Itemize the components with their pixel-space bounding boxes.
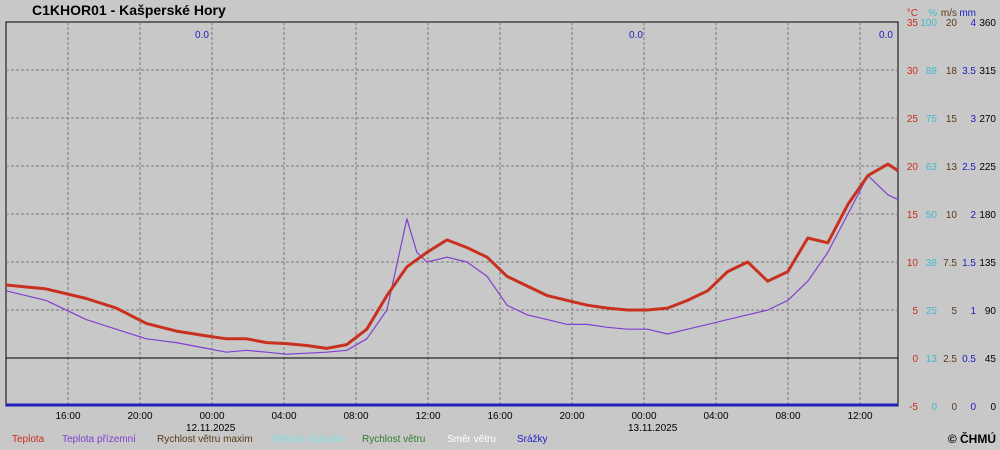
x-tick-label: 00:00: [631, 411, 656, 422]
series-line-teplota-prizemni: [5, 175, 899, 355]
axis-tick-label: 13: [946, 162, 958, 173]
axis-tick-label: 3.5: [962, 66, 976, 77]
x-tick-label: 12:00: [415, 411, 440, 422]
axis-tick-label: 3: [970, 114, 976, 125]
x-tick-label: 12:00: [847, 411, 872, 422]
copyright: © ČHMÚ: [947, 432, 996, 446]
axis-tick-label: 0: [912, 354, 918, 365]
axis-unit: m/s: [941, 8, 957, 19]
x-tick-label: 08:00: [343, 411, 368, 422]
axis-unit: mm: [959, 8, 976, 19]
legend-teplota-prizemni: Teplota přízemní: [62, 434, 136, 445]
precip-zero-label: 0.0: [195, 30, 209, 41]
x-tick-label: 04:00: [271, 411, 296, 422]
axis-tick-label: 25: [907, 114, 919, 125]
axis-tick-label: 90: [985, 306, 997, 317]
series-lines: [5, 162, 899, 355]
axis-tick-label: 10: [907, 258, 919, 269]
axis-tick-label: 75: [926, 114, 938, 125]
x-tick-label: 08:00: [775, 411, 800, 422]
axis-tick-label: 100: [920, 18, 937, 29]
axis-unit: %: [928, 8, 937, 19]
axis-tick-label: 2.5: [943, 354, 957, 365]
axis-tick-label: 15: [946, 114, 958, 125]
axis-tick-label: 360: [979, 18, 996, 29]
x-tick-label: 16:00: [55, 411, 80, 422]
axis-tick-label: 35: [907, 18, 919, 29]
legend-rychlost-vetru-maxim: Rychlost větru maxim: [157, 434, 253, 445]
axis-tick-label: 180: [979, 210, 996, 221]
axis-tick-label: 20: [946, 18, 958, 29]
axis-tick-label: 10: [946, 210, 958, 221]
axis-tick-label: 38: [926, 258, 938, 269]
axis-tick-label: 50: [926, 210, 938, 221]
precip-zero-label: 0.0: [629, 30, 643, 41]
axis-tick-label: 0: [970, 402, 976, 413]
axis-tick-label: 5: [951, 306, 957, 317]
legend-vlhkost-vzduchu: Vlhkost vzduchu: [271, 434, 344, 445]
axis-tick-label: 30: [907, 66, 919, 77]
x-tick-label: 04:00: [703, 411, 728, 422]
legend-rychlost-vetru: Rychlost větru: [362, 434, 426, 445]
x-tick-label: 16:00: [487, 411, 512, 422]
axis-tick-label: 0.5: [962, 354, 976, 365]
axis-tick-label: 7.5: [943, 258, 957, 269]
axis-unit: °C: [907, 8, 918, 19]
axis-tick-label: 1.5: [962, 258, 976, 269]
axis-tick-label: 2.5: [962, 162, 976, 173]
axis-tick-label: 135: [979, 258, 996, 269]
x-tick-label: 20:00: [559, 411, 584, 422]
station-title: C1KHOR01 - Kašperské Hory: [32, 2, 226, 18]
axis-tick-label: 15: [907, 210, 919, 221]
axis-tick-label: 25: [926, 306, 938, 317]
axis-tick-label: 18: [946, 66, 958, 77]
axis-tick-label: 0: [931, 402, 937, 413]
axis-tick-label: 4: [970, 18, 976, 29]
axis-tick-label: 0: [951, 402, 957, 413]
date-label-1: 12.11.2025: [186, 423, 236, 434]
x-tick-label: 00:00: [199, 411, 224, 422]
axis-tick-label: 88: [926, 66, 938, 77]
axis-tick-label: 45: [985, 354, 997, 365]
x-tick-label: 20:00: [127, 411, 152, 422]
axis-tick-label: 1: [970, 306, 976, 317]
axis-tick-label: -5: [909, 402, 918, 413]
x-axis-ticks: 16:00 20:00 00:00 04:00 08:00 12:00 16:00 20:00…: [55, 30, 893, 422]
axis-tick-label: 5: [912, 306, 918, 317]
legend-teplota: Teplota: [12, 434, 45, 445]
axis-tick-label: 20: [907, 162, 919, 173]
axis-tick-label: 63: [926, 162, 938, 173]
right-axes: °C35302520151050-5%100887563503825130m/s…: [907, 8, 997, 413]
axis-tick-label: 13: [926, 354, 938, 365]
date-label-2: 13.11.2025: [628, 423, 678, 434]
axis-tick-label: 2: [970, 210, 976, 221]
precip-zero-label: 0.0: [879, 30, 893, 41]
axis-tick-label: 225: [979, 162, 996, 173]
legend-srazky: Srážky: [517, 434, 548, 445]
series-line-teplota: [5, 162, 899, 350]
legend-smer-vetru: Směr větru: [447, 434, 496, 445]
axis-tick-label: 0: [990, 402, 996, 413]
axis-tick-label: 315: [979, 66, 996, 77]
axis-tick-label: 270: [979, 114, 996, 125]
grid: [6, 22, 898, 407]
